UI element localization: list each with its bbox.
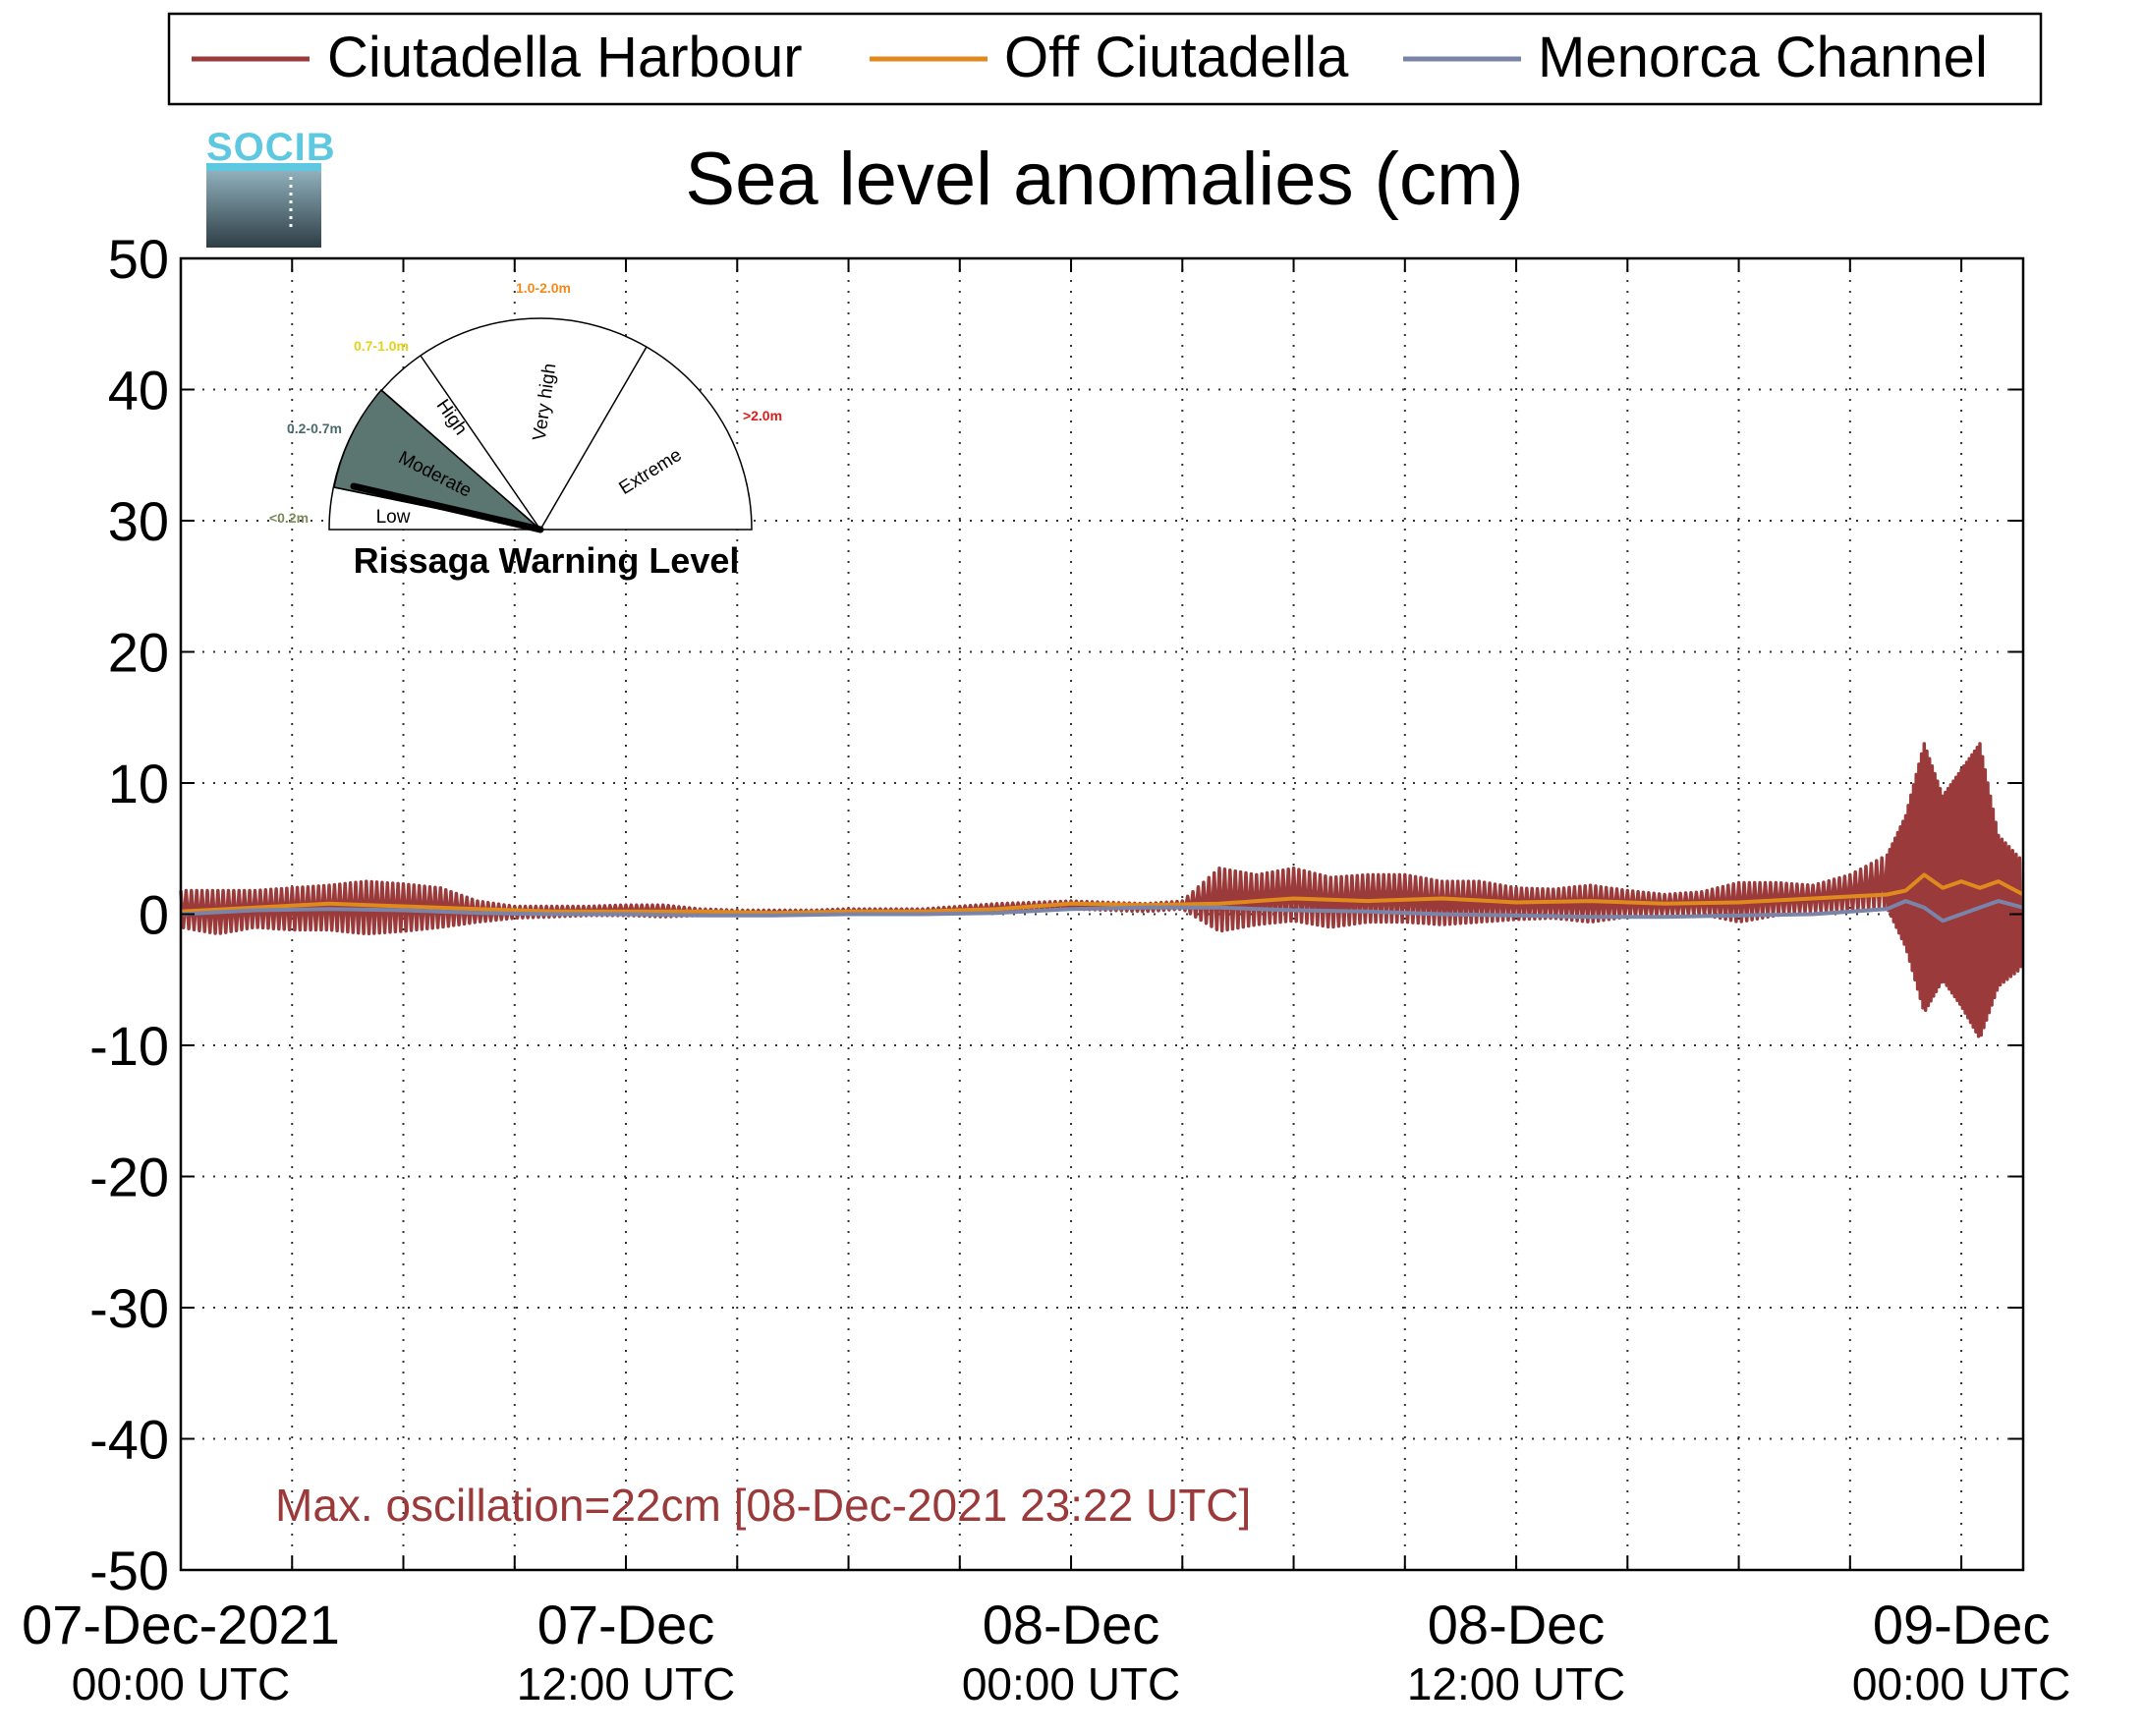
logo-text: SOCIB bbox=[206, 126, 336, 169]
legend-box bbox=[167, 12, 2043, 106]
x-tick-label-date: 07-Dec-2021 bbox=[22, 1594, 340, 1655]
y-tick-label: 50 bbox=[108, 228, 169, 290]
x-tick-label-time: 00:00 UTC bbox=[72, 1658, 290, 1709]
chart-title: Sea level anomalies (cm) bbox=[685, 138, 1523, 221]
gauge-range-high: 0.7-1.0m bbox=[354, 338, 409, 354]
gauge-divider-veryhigh-extreme bbox=[539, 346, 648, 531]
y-tick-label: 20 bbox=[108, 622, 169, 684]
gauge-range-extreme: >2.0m bbox=[743, 408, 782, 423]
gauge-label-low: Low bbox=[376, 507, 411, 528]
series-menorca-channel bbox=[180, 899, 2024, 924]
y-tick-label: -20 bbox=[89, 1147, 169, 1208]
series-layer bbox=[179, 742, 2024, 1038]
logo-bar bbox=[206, 163, 321, 171]
gauge-title: Rissaga Warning Level bbox=[354, 540, 740, 581]
gauge-needle bbox=[350, 482, 544, 533]
x-tick-label-time: 00:00 UTC bbox=[1852, 1658, 2070, 1709]
y-tick-label: 10 bbox=[108, 753, 169, 814]
gauge-range-low: <0.2m bbox=[269, 510, 309, 526]
y-tick-label: -50 bbox=[89, 1540, 169, 1601]
grid bbox=[181, 258, 2023, 1570]
y-tick-label: -30 bbox=[89, 1277, 169, 1339]
y-tick-label: -40 bbox=[89, 1409, 169, 1471]
gauge-range-very-high: 1.0-2.0m bbox=[516, 280, 571, 296]
legend-label-menorca-channel: Menorca Channel bbox=[1538, 26, 1988, 89]
series-off-ciutadella bbox=[180, 872, 2024, 916]
x-tick-label-time: 00:00 UTC bbox=[962, 1658, 1180, 1709]
tick-layer: 50403020100-10-20-30-40-5007-Dec-202100:… bbox=[22, 228, 2070, 1709]
x-tick-label-date: 07-Dec bbox=[537, 1594, 715, 1655]
x-tick-label-time: 12:00 UTC bbox=[517, 1658, 735, 1709]
legend-label-off-ciutadella: Off Ciutadella bbox=[1004, 26, 1349, 89]
y-tick-label: 0 bbox=[139, 884, 169, 946]
legend: Ciutadella Harbour Off Ciutadella Menorc… bbox=[167, 12, 2043, 106]
y-tick-label: -10 bbox=[89, 1015, 169, 1077]
series-ciutadella-harbour bbox=[179, 742, 2023, 1038]
gauge-divider-high-veryhigh bbox=[420, 355, 541, 531]
y-tick-label: 30 bbox=[108, 490, 169, 552]
x-tick-label-date: 08-Dec bbox=[983, 1594, 1160, 1655]
socib-logo: SOCIB bbox=[206, 126, 336, 248]
x-tick-label-time: 12:00 UTC bbox=[1407, 1658, 1625, 1709]
gauge-range-moderate: 0.2-0.7m bbox=[287, 420, 342, 436]
warning-gauge: Low Moderate High Very high Extreme <0.2… bbox=[269, 280, 782, 581]
y-tick-label: 40 bbox=[108, 360, 169, 421]
logo-block bbox=[206, 171, 321, 248]
max-oscillation-annotation: Max. oscillation=22cm [08-Dec-2021 23:22… bbox=[275, 1480, 1251, 1531]
legend-label-ciutadella-harbour: Ciutadella Harbour bbox=[327, 26, 803, 89]
x-tick-label-date: 09-Dec bbox=[1873, 1594, 2051, 1655]
x-tick-label-date: 08-Dec bbox=[1428, 1594, 1606, 1655]
gauge-divider-moderate-high bbox=[380, 389, 541, 531]
